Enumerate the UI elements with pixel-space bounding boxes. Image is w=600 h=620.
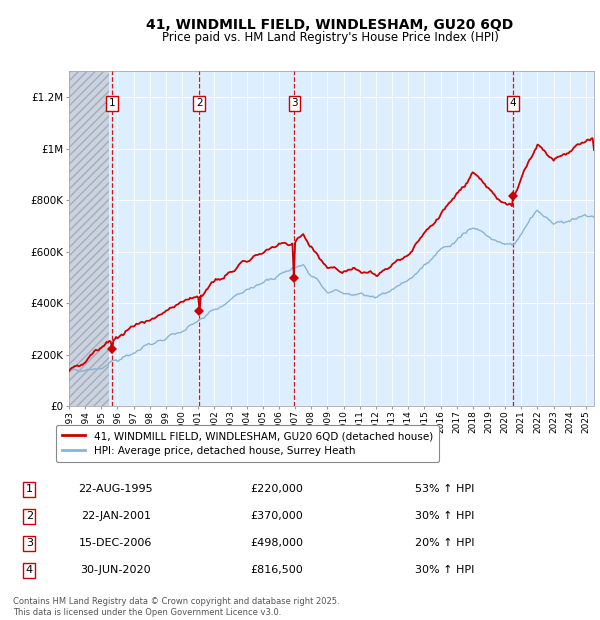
Text: 1: 1 bbox=[109, 99, 115, 108]
Text: 2: 2 bbox=[26, 512, 33, 521]
Bar bbox=[69, 71, 109, 406]
Text: 22-JAN-2001: 22-JAN-2001 bbox=[80, 512, 151, 521]
Text: 4: 4 bbox=[26, 565, 33, 575]
Text: 41, WINDMILL FIELD, WINDLESHAM, GU20 6QD: 41, WINDMILL FIELD, WINDLESHAM, GU20 6QD bbox=[146, 18, 514, 32]
Text: 30-JUN-2020: 30-JUN-2020 bbox=[80, 565, 151, 575]
Text: £498,000: £498,000 bbox=[250, 538, 304, 548]
Text: £220,000: £220,000 bbox=[251, 484, 304, 494]
Text: 15-DEC-2006: 15-DEC-2006 bbox=[79, 538, 152, 548]
Text: 1: 1 bbox=[26, 484, 33, 494]
Text: £370,000: £370,000 bbox=[251, 512, 304, 521]
Legend: 41, WINDMILL FIELD, WINDLESHAM, GU20 6QD (detached house), HPI: Average price, d: 41, WINDMILL FIELD, WINDLESHAM, GU20 6QD… bbox=[56, 425, 439, 463]
Text: Price paid vs. HM Land Registry's House Price Index (HPI): Price paid vs. HM Land Registry's House … bbox=[161, 31, 499, 43]
Text: £816,500: £816,500 bbox=[251, 565, 304, 575]
Text: 4: 4 bbox=[510, 99, 517, 108]
Text: 3: 3 bbox=[26, 538, 33, 548]
Text: 2: 2 bbox=[196, 99, 202, 108]
Text: 22-AUG-1995: 22-AUG-1995 bbox=[79, 484, 153, 494]
Text: Contains HM Land Registry data © Crown copyright and database right 2025.
This d: Contains HM Land Registry data © Crown c… bbox=[13, 598, 340, 617]
Text: 3: 3 bbox=[291, 99, 298, 108]
Text: 53% ↑ HPI: 53% ↑ HPI bbox=[415, 484, 475, 494]
Text: 30% ↑ HPI: 30% ↑ HPI bbox=[415, 565, 475, 575]
Text: 30% ↑ HPI: 30% ↑ HPI bbox=[415, 512, 475, 521]
Text: 20% ↑ HPI: 20% ↑ HPI bbox=[415, 538, 475, 548]
